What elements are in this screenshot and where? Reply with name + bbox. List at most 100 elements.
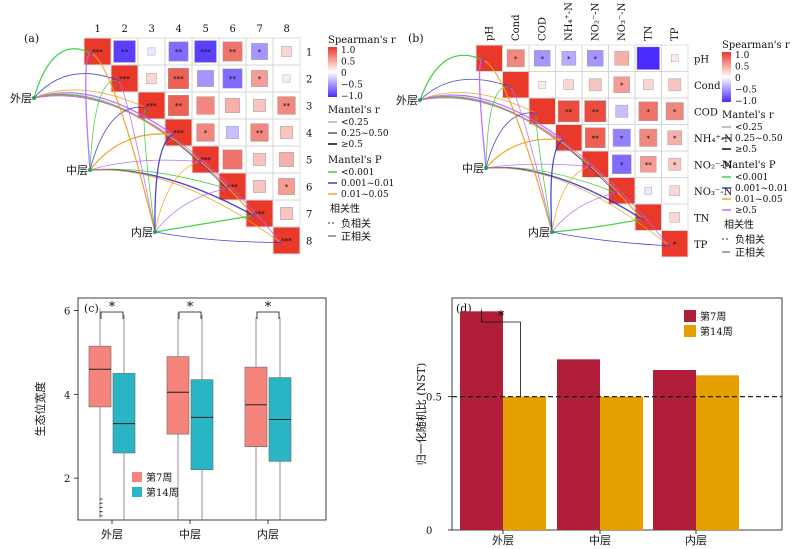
cell-square <box>644 186 653 195</box>
column-label: Cond <box>511 14 522 41</box>
legend-item: 正相关 <box>341 230 371 243</box>
mantel-link <box>551 192 616 233</box>
cell-square <box>561 50 577 66</box>
x-tick-label: 外层 <box>492 534 514 547</box>
legend-item: 负相关 <box>341 217 371 230</box>
mantel-link <box>85 52 92 171</box>
cell-square <box>668 78 682 92</box>
sig-bracket <box>481 309 521 397</box>
cell-square <box>222 68 243 89</box>
legend-title: 相关性 <box>724 218 754 231</box>
cell-square <box>584 100 607 123</box>
y-tick-label: 4 <box>64 390 70 401</box>
mantel-link <box>33 95 281 243</box>
cell-stars: * <box>258 76 262 84</box>
sig-bracket <box>256 311 280 319</box>
y-axis-label: 归一化随机比 (NST) <box>414 363 428 466</box>
colorbar-tick: 0.5 <box>735 63 750 73</box>
legend-title: Mantel's r <box>722 110 774 121</box>
cell-stars: * <box>647 108 651 116</box>
box <box>112 373 136 454</box>
panel-a: (a)1 2 3 4 5 6 7 8*** ** ** *** ** * 1*** *** ** * 2*** **… <box>10 24 396 255</box>
column-label: 8 <box>284 24 290 35</box>
cell-stars: * <box>673 241 677 249</box>
group-node <box>88 168 92 172</box>
legend-item: 第14周 <box>700 325 733 338</box>
link-node <box>561 138 565 142</box>
y-tick-label: 0 <box>426 526 432 537</box>
legend-item: 0.01~0.05 <box>341 190 389 200</box>
mantel-link <box>551 231 669 247</box>
cell-stars: *** <box>119 76 130 84</box>
x-tick-label: 中层 <box>179 528 201 541</box>
legend-item: <0.001 <box>735 173 768 183</box>
group-label: 中层 <box>462 162 484 175</box>
cell-square <box>584 127 606 149</box>
cell-square <box>282 74 291 83</box>
column-label: 6 <box>230 24 236 35</box>
cell-stars: ** <box>592 108 600 116</box>
cell-square <box>609 178 635 204</box>
legend-item: 正相关 <box>735 246 765 259</box>
legend-item: <0.25 <box>341 118 369 128</box>
cell-square <box>113 40 136 63</box>
cell-stars: * <box>567 55 571 63</box>
cell-stars: *** <box>200 49 211 57</box>
column-label: TN <box>643 25 654 41</box>
sig-star: * <box>187 300 194 315</box>
column-label: COD <box>537 17 548 41</box>
row-label: TP <box>694 240 708 251</box>
cell-stars: *** <box>254 211 265 219</box>
column-label: 7 <box>257 24 263 35</box>
mantel-link <box>482 59 553 233</box>
legend-item: 第7周 <box>146 471 172 484</box>
cell-square <box>111 65 138 92</box>
row-label: pH <box>694 54 709 65</box>
link-node <box>667 244 671 248</box>
link-node <box>144 106 147 109</box>
legend-item: 0.001~0.01 <box>341 179 394 189</box>
x-tick-label: 内层 <box>685 533 707 547</box>
cell-square <box>196 96 215 115</box>
legend-item: 第7周 <box>700 310 726 323</box>
cell-square <box>168 95 189 116</box>
row-label: 2 <box>306 75 312 86</box>
group-label: 外层 <box>396 94 418 107</box>
legend-item: 0.001~0.01 <box>735 184 788 194</box>
mantel-link <box>551 165 590 233</box>
y-tick-label: 2 <box>64 474 70 485</box>
cell-square <box>196 123 215 142</box>
cell-square <box>669 212 680 223</box>
cell-frame <box>661 230 689 258</box>
cell-square <box>669 185 680 196</box>
box <box>190 379 214 471</box>
cell-stars: *** <box>146 103 157 111</box>
link-node <box>534 111 538 115</box>
legend-item: 负相关 <box>735 233 765 246</box>
row-label: 6 <box>306 183 312 194</box>
cell-stars: *** <box>92 49 103 57</box>
legend-item: 0.25~0.50 <box>341 129 389 139</box>
cell-square <box>253 153 266 166</box>
row-label: NO₂⁻-N <box>694 160 733 171</box>
link-node <box>640 217 644 221</box>
mantel-link <box>419 92 537 114</box>
mantel-link <box>485 138 563 169</box>
cell-square <box>277 96 296 115</box>
cell-square <box>251 43 268 60</box>
legend-title: Spearman's r <box>328 35 396 46</box>
cell-square <box>534 50 551 67</box>
cell-square <box>219 173 246 200</box>
cell-stars: *** <box>200 157 211 165</box>
cell-stars: ** <box>229 49 237 57</box>
mantel-link <box>91 52 156 233</box>
cell-square <box>280 207 293 220</box>
cell-square <box>279 152 294 167</box>
cell-stars: *** <box>173 76 184 84</box>
colorbar-tick: 0 <box>735 74 741 84</box>
cell-square <box>612 128 631 147</box>
cell-square <box>529 98 555 124</box>
cell-square <box>557 100 580 123</box>
cell-square <box>615 104 629 118</box>
